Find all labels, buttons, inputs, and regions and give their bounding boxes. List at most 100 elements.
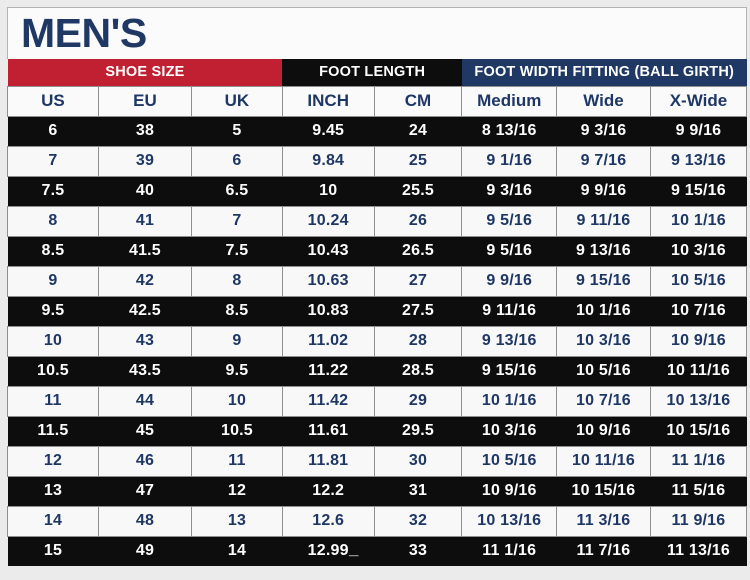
- size-cell-us: 14: [7, 505, 99, 537]
- size-cell-wide: 9 7/16: [556, 145, 651, 177]
- size-cell-cm: 32: [373, 505, 463, 537]
- table-row: 8 41 7 10.24 26 9 5/16 9 11/16 10 1/16: [7, 205, 748, 237]
- size-table: SHOE SIZE FOOT LENGTH FOOT WIDTH FITTING…: [7, 59, 748, 566]
- size-cell-eu: 40: [135, 182, 155, 199]
- size-cell-medium: 9 11/16: [482, 302, 537, 319]
- size-cell-eu: 42: [97, 265, 193, 297]
- table-row: 10.5 43.5 9.5 11.22 28.5 9 15/16 10 5/16 10 11/…: [7, 356, 747, 386]
- size-cell-inch: 9.84: [281, 145, 375, 177]
- size-cell-eu: 38: [135, 122, 155, 139]
- size-cell-xwide: 10 3/16: [671, 242, 726, 259]
- size-cell-eu: 44: [97, 385, 193, 417]
- group-header-foot-width: FOOT WIDTH FITTING (BALL GIRTH): [461, 59, 747, 86]
- size-cell-us: 10.5: [36, 362, 69, 379]
- size-cell-medium: 9 5/16: [461, 205, 558, 237]
- size-cell-uk: 14: [227, 542, 247, 560]
- size-cell-us: 11: [7, 385, 99, 417]
- size-cell-eu: 42.5: [128, 302, 161, 319]
- size-cell-us: 7: [7, 145, 99, 177]
- size-cell-eu: 49: [135, 542, 155, 560]
- size-cell-inch: 12.99: [307, 542, 349, 560]
- size-cell-cm: 28.5: [402, 362, 434, 379]
- table-row: 9 42 8 10.63 27 9 9/16 9 15/16 10 5/16: [7, 265, 748, 297]
- table-row: 11.5 45 10.5 11.61 29.5 10 3/16 10 9/16 10 15/1…: [7, 416, 747, 446]
- size-cell-uk: 7.5: [225, 242, 249, 259]
- size-table-body: 6 38 5 9.45 24 8 13/16 9 3/16 9 9/16 7 39 6 9.84 25 9…: [7, 116, 748, 566]
- size-cell-cm: 25: [373, 145, 463, 177]
- size-cell-wide: 10 9/16: [576, 422, 631, 439]
- size-cell-wide: 11 7/16: [576, 542, 631, 560]
- column-header-inch: INCH: [281, 85, 375, 117]
- size-cell-inch: 11.81: [281, 445, 375, 477]
- size-cell-wide: 10 15/16: [571, 482, 636, 499]
- size-cell-xwide: 10 7/16: [671, 302, 726, 319]
- group-header-foot-length: FOOT LENGTH: [282, 59, 462, 86]
- size-cell-us: 6: [48, 122, 58, 139]
- table-row: 12 46 11 11.81 30 10 5/16 10 11/16 11 1/16: [7, 445, 748, 477]
- size-cell-wide: 10 11/16: [556, 445, 651, 477]
- table-row: 8.5 41.5 7.5 10.43 26.5 9 5/16 9 13/16 10 3/16: [7, 236, 747, 266]
- size-cell-wide: 9 13/16: [576, 242, 631, 259]
- column-header-cm: CM: [373, 85, 463, 117]
- size-cell-inch: 11.22: [308, 362, 349, 379]
- size-cell-cm: 27: [373, 265, 463, 297]
- table-row: 7.5 40 6.5 10 25.5 9 3/16 9 9/16 9 15/16: [7, 176, 747, 206]
- size-cell-cm: 31: [408, 482, 428, 499]
- size-cell-uk: 8.5: [225, 302, 249, 319]
- stray-underscore-mark: _: [349, 539, 359, 558]
- size-cell-xwide: 9 13/16: [649, 145, 748, 177]
- size-cell-xwide: 10 13/16: [649, 385, 748, 417]
- size-cell-us: 15: [43, 542, 63, 560]
- size-cell-us: 11.5: [37, 422, 69, 439]
- size-cell-medium: 10 3/16: [481, 422, 537, 439]
- size-cell-medium: 9 13/16: [461, 325, 558, 357]
- size-cell-cm: 26: [373, 205, 463, 237]
- size-cell-wide: 10 5/16: [576, 362, 631, 379]
- size-cell-cm: 27.5: [402, 302, 434, 319]
- size-cell-inch: 10.24: [281, 205, 375, 237]
- size-cell-us: 9: [7, 265, 99, 297]
- size-cell-medium: 9 1/16: [461, 145, 558, 177]
- size-cell-wide: 11 3/16: [556, 505, 651, 537]
- table-row: 13 47 12 12.2 31 10 9/16 10 15/16 11 5/16: [7, 476, 747, 506]
- size-cell-inch: 11.02: [281, 325, 375, 357]
- size-cell-eu: 46: [97, 445, 193, 477]
- group-header-row: SHOE SIZE FOOT LENGTH FOOT WIDTH FITTING…: [7, 59, 747, 86]
- column-header-eu: EU: [97, 85, 193, 117]
- size-cell-inch: 11.42: [281, 385, 375, 417]
- size-cell-medium: 10 9/16: [481, 482, 537, 499]
- size-cell-inch: 10.83: [307, 302, 349, 319]
- size-cell-eu: 43: [97, 325, 193, 357]
- size-cell-xwide: 9 9/16: [675, 122, 722, 139]
- size-cell-us: 7.5: [41, 182, 65, 199]
- size-cell-us: 9.5: [41, 302, 65, 319]
- size-cell-eu: 45: [135, 422, 155, 439]
- size-cell-us: 13: [43, 482, 63, 499]
- size-cell-xwide: 10 15/16: [666, 422, 731, 439]
- table-row: 9.5 42.5 8.5 10.83 27.5 9 11/16 10 1/16 10 7/16: [7, 296, 747, 326]
- size-cell-uk: 7: [191, 205, 283, 237]
- table-row: 11 44 10 11.42 29 10 1/16 10 7/16 10 13/16: [7, 385, 748, 417]
- column-header-medium: Medium: [461, 85, 558, 117]
- title-band: MEN'S: [7, 7, 747, 59]
- size-cell-xwide: 11 9/16: [649, 505, 748, 537]
- page-title: MEN'S: [21, 10, 147, 56]
- size-cell-uk: 8: [191, 265, 283, 297]
- size-cell-inch: 10.43: [307, 242, 349, 259]
- size-cell-uk: 6: [191, 145, 283, 177]
- size-cell-inch: 10: [319, 182, 338, 199]
- size-cell-uk: 6.5: [225, 182, 249, 199]
- size-cell-xwide: 10 11/16: [666, 362, 730, 379]
- size-cell-uk: 10.5: [220, 422, 253, 439]
- column-header-us: US: [7, 85, 99, 117]
- size-cell-uk: 5: [232, 122, 242, 139]
- size-cell-cm: 28: [373, 325, 463, 357]
- size-cell-eu: 48: [97, 505, 193, 537]
- size-cell-cm: 24: [408, 122, 428, 139]
- table-row: 15 49 14 12.99 33 11 1/16 11 7/16 11 13/16: [7, 536, 747, 566]
- size-cell-xwide: 11 13/16: [666, 542, 730, 560]
- size-cell-wide: 10 3/16: [556, 325, 651, 357]
- size-cell-eu: 47: [135, 482, 155, 499]
- table-row: 14 48 13 12.6 32 10 13/16 11 3/16 11 9/16: [7, 505, 748, 537]
- size-cell-xwide: 11 1/16: [649, 445, 748, 477]
